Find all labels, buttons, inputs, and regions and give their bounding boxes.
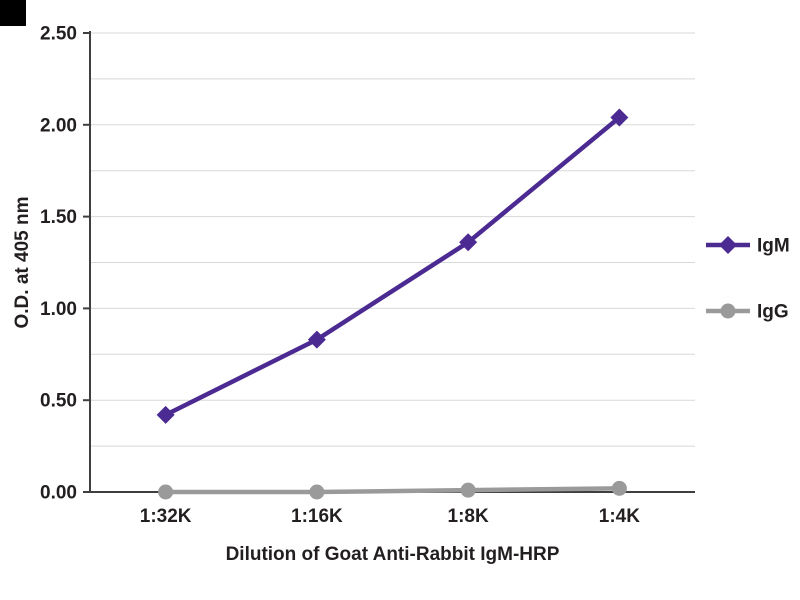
series-IgM-line [163,115,622,418]
legend-IgM-label: IgM [757,236,790,257]
x-tick-label: 1:32K [140,506,192,527]
series-IgM-marker [459,233,478,252]
legend-IgG-marker [720,303,736,319]
series-IgM-marker [156,405,175,424]
x-tick-label: 1:8K [448,506,489,527]
x-tick-label: 1:16K [291,506,343,527]
series-IgM-marker [610,108,629,127]
corner-mark [0,0,26,26]
y-tick-label: 1.50 [40,207,77,228]
series-IgG-marker [158,484,174,500]
series-IgG-line [163,486,622,495]
series-IgG-marker [611,480,627,496]
x-axis-title: Dilution of Goat Anti-Rabbit IgM-HRP [226,544,560,565]
legend-IgG-label: IgG [757,302,789,323]
legend-IgM-marker [719,236,737,254]
series-IgG-marker [309,484,325,500]
y-axis-title: O.D. at 405 nm [12,197,33,329]
x-tick-label: 1:4K [599,506,640,527]
y-tick-label: 1.00 [40,299,77,320]
series-IgG-marker [460,482,476,498]
y-tick-label: 2.00 [40,115,77,136]
y-tick-label: 2.50 [40,24,77,45]
y-tick-label: 0.50 [40,391,77,412]
y-tick-label: 0.00 [40,483,77,504]
series-IgM-marker [307,330,326,349]
